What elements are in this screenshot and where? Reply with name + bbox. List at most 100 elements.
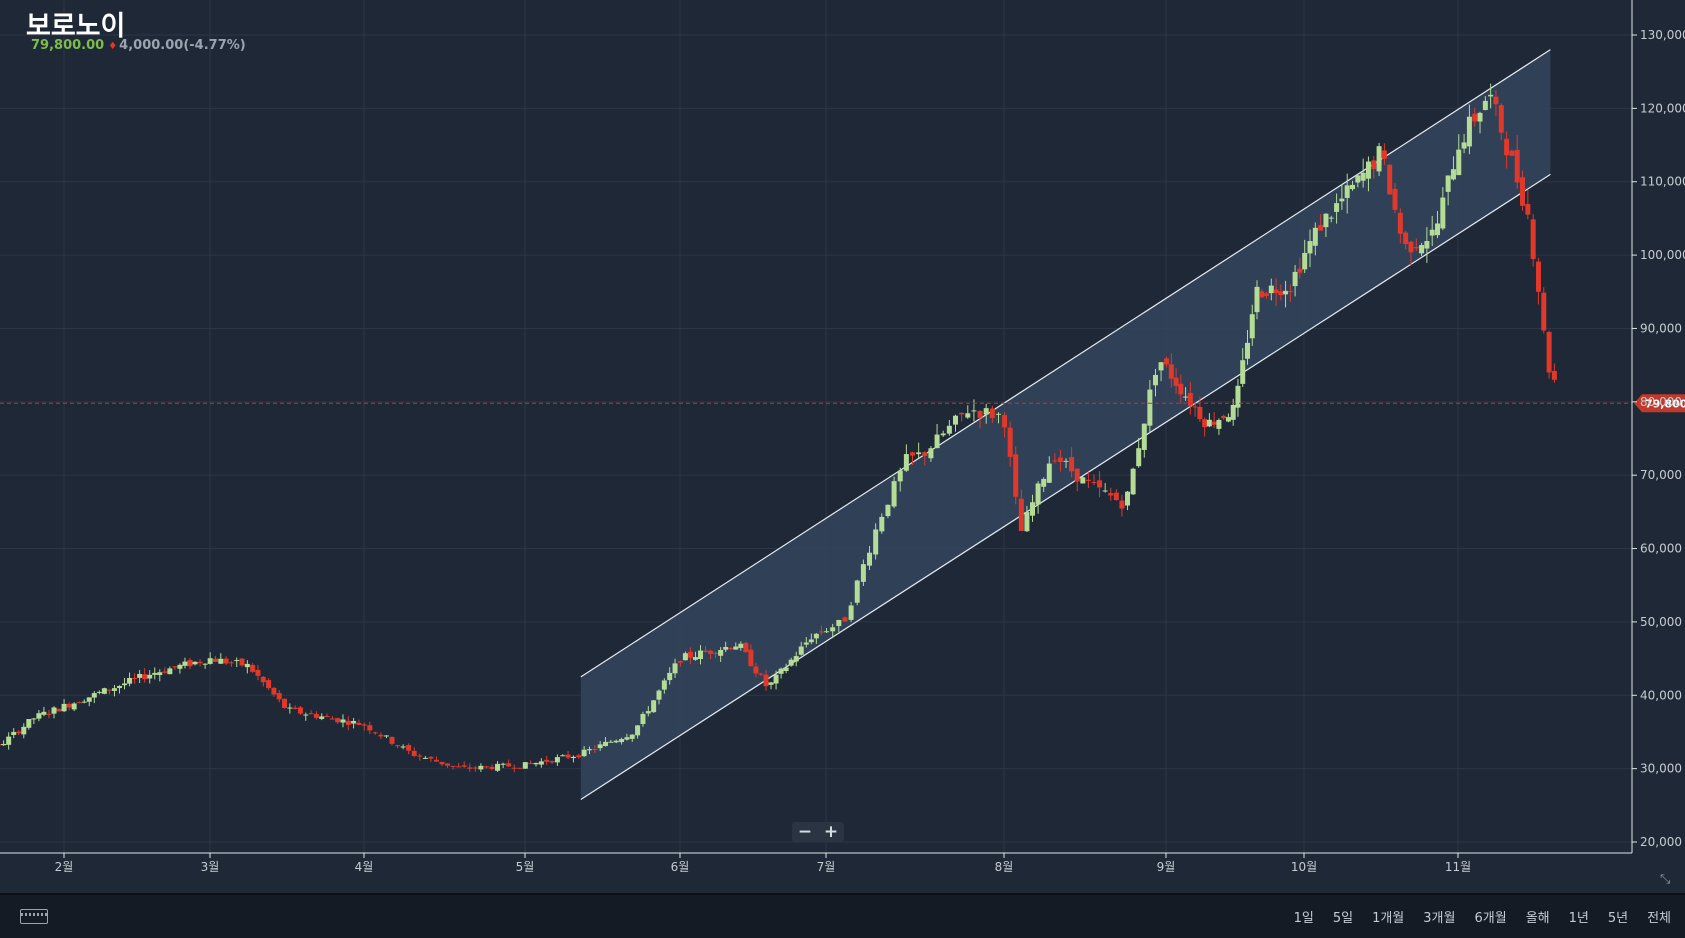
zoom-out-button[interactable]: − [797,822,813,842]
candle-body [1387,164,1393,195]
candle-body [873,529,879,555]
candle-body [813,633,819,639]
candle-body [1158,362,1164,371]
candle-body [1192,406,1198,408]
candle-body [1125,491,1131,506]
candle-body [1225,417,1231,422]
candle-body [228,662,234,664]
channel-lower-line [580,173,1551,800]
candle-body [1035,483,1041,505]
x-tick-label: 9월 [1157,860,1176,874]
candle-body [297,707,303,714]
range-1d[interactable]: 1일 [1293,911,1314,926]
candle-body [1466,116,1472,147]
compress-icon[interactable]: ⤡ [1660,872,1671,887]
candle-body [1525,203,1531,215]
candle-body [842,617,848,622]
candle-body [411,750,417,757]
candle-body [629,734,635,739]
range-selector: 1일 5일 1개월 3개월 6개월 올해 1년 5년 전체 [1275,907,1671,926]
range-1m[interactable]: 1개월 [1372,911,1405,926]
candle-body [116,685,122,689]
candle-body [1002,415,1008,428]
candle-body [1429,229,1435,236]
candle-body [1450,169,1456,180]
candle-body [1097,480,1103,488]
candle-body [389,737,395,744]
candle-body [445,763,451,766]
candle-body [1249,314,1255,339]
price-quote: 79,800.00 ♦ 4,000.00(-4.77%) [31,38,246,53]
candle-body [1254,286,1260,313]
candle-body [1206,419,1212,427]
candle-body [1440,197,1446,229]
y-tick-label: 100,000 [1640,248,1685,262]
candle-body [56,708,62,712]
candle-body [1221,415,1227,419]
candle-body [891,481,897,507]
x-tick-label: 11월 [1445,860,1471,874]
candle-body [522,762,528,769]
candle-body [162,671,168,673]
candle-body [1371,160,1377,170]
candle-body [1514,149,1520,183]
candle-body [1488,94,1494,97]
candle-body [172,666,178,668]
candle-body [319,716,325,719]
candle-body [1264,293,1270,296]
range-ytd[interactable]: 올해 [1525,911,1550,926]
zoom-in-button[interactable]: + [823,822,839,842]
price-chart[interactable]: 79,800.0 20,000 30,000 40,000 50,000 60,000 70… [0,0,1685,893]
range-6m[interactable]: 6개월 [1474,911,1507,926]
x-tick-label: 5월 [516,860,535,874]
candle-body [667,672,673,681]
candle-body [763,674,769,687]
candle-body [698,650,704,660]
candle-body [478,765,484,770]
chart-area[interactable]: 79,800.0 20,000 30,000 40,000 50,000 60,000 70… [0,0,1685,893]
candle-body [46,713,52,715]
candle-body [836,620,842,627]
candle-body [1535,261,1541,292]
candle-body [0,744,2,746]
candle-body [218,658,224,664]
candle-body [538,761,544,765]
range-5y[interactable]: 5년 [1607,911,1629,926]
candle-body [142,674,148,680]
candle-body [1344,185,1350,198]
candle-body [36,713,42,719]
candle-body [533,762,539,765]
range-all[interactable]: 전체 [1647,911,1671,926]
candle-body [1211,421,1217,425]
x-tick-label: 4월 [355,860,374,874]
candle-body [977,411,983,418]
candle-body [157,672,163,676]
down-arrow-icon: ♦ [108,41,118,52]
candle-body [1168,364,1174,379]
candle-body [1355,175,1361,183]
candle-body [903,454,909,471]
candle-body [748,649,754,667]
candle-body [483,766,489,768]
candle-body [122,683,128,686]
candle-body [723,646,729,650]
candle-body [656,690,662,700]
candle-body [1397,212,1403,234]
candle-body [854,580,860,603]
candle-body [406,745,412,751]
candle-body [1504,138,1510,156]
candle-body [824,631,830,633]
candle-body [738,643,744,648]
candle-body [340,719,346,723]
candle-body [223,658,229,664]
candle-body [1493,96,1499,105]
range-5d[interactable]: 5일 [1332,911,1354,926]
candle-body [922,452,928,457]
candle-body [1136,448,1142,467]
price-change: 4,000.00(-4.77%) [119,38,246,53]
candle-body [395,745,401,747]
keyboard-icon[interactable] [20,909,48,924]
range-3m[interactable]: 3개월 [1423,911,1456,926]
range-1y[interactable]: 1년 [1568,911,1589,926]
candle-body [152,672,158,675]
